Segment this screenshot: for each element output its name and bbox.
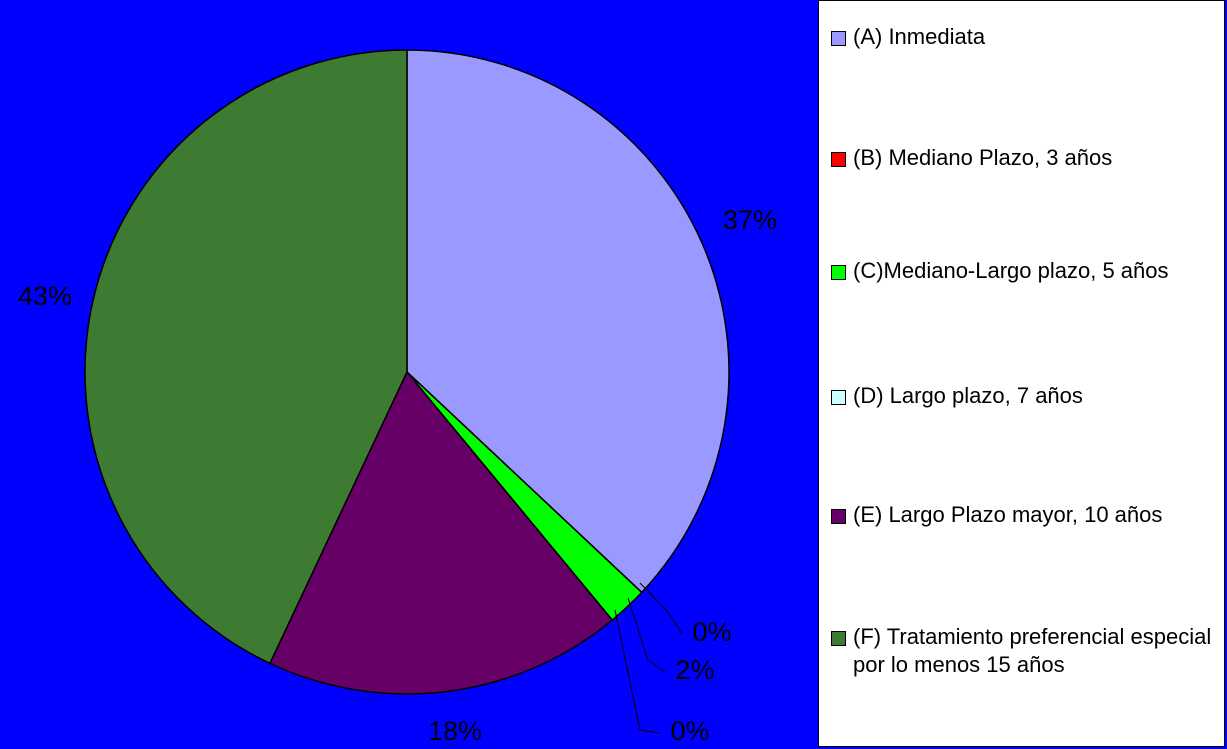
leader-line [614, 609, 661, 734]
legend-swatch [831, 390, 846, 405]
pie-slice [84, 49, 408, 665]
legend-swatch [831, 509, 846, 524]
data-label: 0% [692, 617, 731, 647]
leader-line [639, 582, 683, 635]
data-label: 2% [675, 655, 714, 685]
leader-line [627, 597, 666, 673]
legend-label: (E) Largo Plazo mayor, 10 años [853, 502, 1163, 527]
legend-item: (E) Largo Plazo mayor, 10 años [827, 501, 1222, 529]
legend-swatch [831, 31, 846, 46]
data-label: 0% [670, 716, 709, 746]
pie-slice [268, 370, 614, 695]
legend-item: (B) Mediano Plazo, 3 años [827, 144, 1222, 172]
legend-label: (D) Largo plazo, 7 años [853, 383, 1083, 408]
legend-item: (F) Tratamiento preferencial especial po… [827, 623, 1222, 679]
legend-swatch [831, 631, 846, 646]
legend-item: (D) Largo plazo, 7 años [827, 382, 1222, 410]
pie-area: 37% 0% 2% 0% 18% 43% [18, 49, 777, 746]
legend-swatch [831, 265, 846, 280]
pie-slice [406, 49, 730, 594]
legend-item: (A) Inmediata [827, 23, 1222, 51]
legend-label: (A) Inmediata [853, 24, 986, 49]
legend: (A) Inmediata (B) Mediano Plazo, 3 años (C… [818, 0, 1225, 747]
legend-label: (B) Mediano Plazo, 3 años [853, 145, 1113, 170]
legend-item: (C)Mediano-Largo plazo, 5 años [827, 257, 1222, 285]
legend-swatch [831, 152, 846, 167]
data-label: 37% [723, 205, 777, 235]
legend-label: (F) Tratamiento preferencial especial po… [853, 624, 1212, 677]
data-label: 18% [428, 716, 482, 746]
legend-label: (C)Mediano-Largo plazo, 5 años [853, 258, 1169, 283]
data-label: 43% [18, 281, 72, 311]
